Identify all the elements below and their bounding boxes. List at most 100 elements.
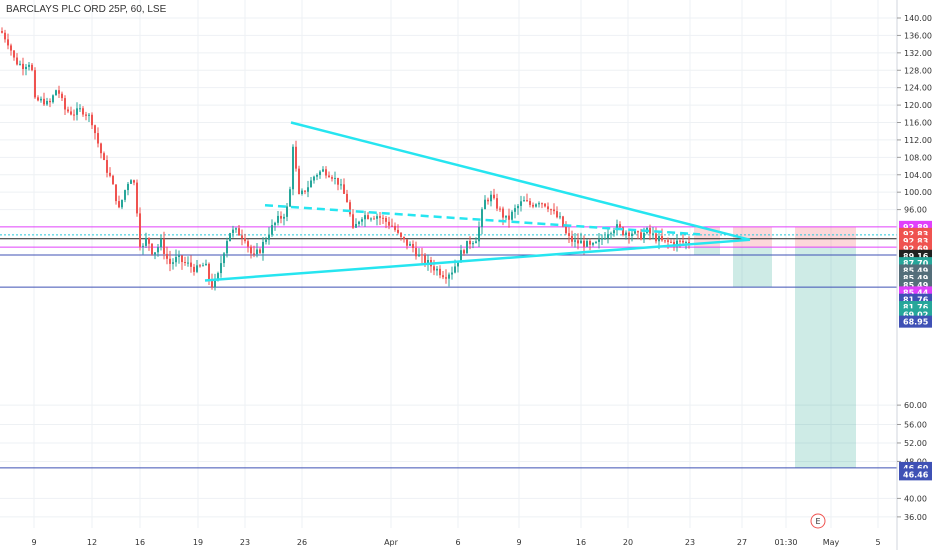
price-tick-label: 100.00 [904,188,932,197]
candle-body [409,243,411,246]
time-tick-label: 16 [135,538,145,547]
candle-body [121,199,123,208]
candle-body [100,143,102,154]
candle-body [265,239,267,242]
price-tick-label: 104.00 [904,171,932,180]
candle-body [517,205,519,209]
candle-body [433,266,435,271]
time-tick-label: 9 [31,538,36,547]
candle-body [376,216,378,219]
candle-body [118,201,120,208]
candle-body [82,108,84,115]
candle-body [397,229,399,233]
candle-body [316,175,318,177]
price-tag-label: 85.49 [903,274,929,283]
candle-body [622,227,624,235]
candle-body [613,230,615,234]
price-tag-label: 89.16 [903,252,929,261]
position-stop-zone [733,226,772,248]
candle-body [136,182,138,214]
candle-body [634,231,636,234]
candle-body [418,254,420,257]
candle-body [547,206,549,210]
price-tag-label: 85.49 [903,266,929,275]
candle-body [394,225,396,230]
candle-body [304,190,306,192]
price-tag-label: 85.44 [903,288,929,297]
candle-body [178,255,180,257]
candle-body [319,171,321,176]
candle-body [205,263,207,266]
candle-body [502,208,504,218]
time-tick-label: 26 [297,538,307,547]
price-tag-label: 46.46 [903,470,929,479]
candle-body [538,203,540,205]
candle-body [4,32,6,40]
candle-body [262,241,264,253]
candle-body [454,266,456,273]
earnings-marker-icon [810,513,826,529]
candle-body [172,262,174,264]
candle-body [256,249,258,255]
candle-body [373,218,375,220]
candle-body [604,237,606,239]
candle-body [307,187,309,192]
candle-body [679,240,681,242]
candle-body [655,233,657,242]
candle-body [496,198,498,209]
candle-body [31,64,33,71]
candle-body [523,200,525,202]
candle-body [145,237,147,246]
candle-body [370,218,372,220]
candle-body [589,241,591,245]
candle-body [469,240,471,245]
candle-body [643,233,645,240]
candle-body [349,202,351,215]
position-target-zone [733,247,772,288]
candle-body [211,279,213,288]
candle-body [151,243,153,255]
candle-body [43,98,45,105]
time-tick-label: 27 [737,538,747,547]
price-tick-label: 140.00 [904,14,932,23]
triangle-lower-line [204,238,751,282]
candle-body [595,241,597,243]
candle-body [79,108,81,110]
candle-body [391,225,393,227]
price-tag-label: 85.49 [903,281,929,290]
candle-body [202,265,204,267]
candle-body [49,100,51,103]
candle-body [295,146,297,169]
price-tick-label: 136.00 [904,31,932,40]
candle-body [412,243,414,248]
candle-body [286,206,288,217]
candle-body [379,216,381,218]
candle-body [22,63,24,70]
candle-body [571,235,573,242]
price-tick-label: 132.00 [904,49,932,58]
candle-body [199,265,201,267]
candle-body [235,228,237,230]
candle-body [175,256,177,263]
candle-body [154,252,156,255]
candle-body [415,247,417,257]
candle-body [250,246,252,254]
candle-body [301,190,303,194]
candle-body [544,203,546,207]
candle-body [382,217,384,219]
candle-body [487,199,489,202]
candle-body [625,232,627,235]
candle-body [436,268,438,271]
candle-body [343,184,345,194]
candle-body [598,239,600,242]
candle-body [514,208,516,212]
candle-body [619,224,621,228]
candle-body [541,203,543,205]
price-tag-label: 81.76 [903,303,929,312]
price-tick-label: 128.00 [904,66,932,75]
candle-body [484,199,486,210]
candle-body [223,253,225,264]
candle-body [385,217,387,222]
candle-body [361,219,363,222]
